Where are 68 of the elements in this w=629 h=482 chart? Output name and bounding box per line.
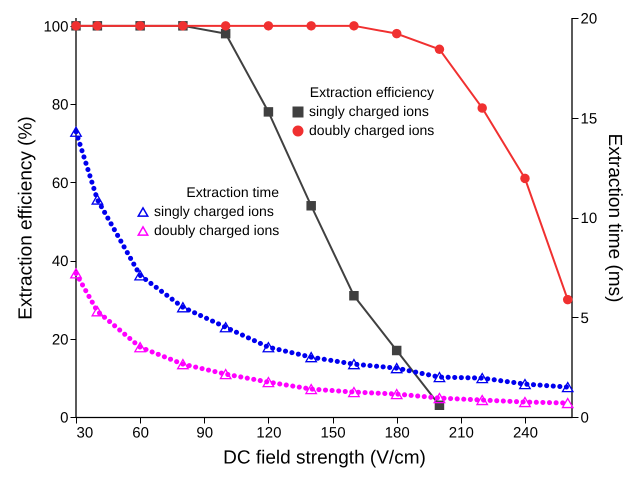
x-tick-label: 210 <box>448 424 474 442</box>
y2-tick-label: 0 <box>580 410 589 426</box>
point <box>390 388 403 400</box>
y-tick-label: 100 <box>43 18 68 36</box>
point <box>306 21 316 31</box>
point <box>348 358 360 370</box>
point <box>349 21 359 31</box>
legend-label: singly charged ions <box>154 203 274 219</box>
legend-label: doubly charged ions <box>309 122 434 138</box>
x-tick-label: 180 <box>384 424 410 442</box>
point <box>434 44 444 54</box>
point <box>177 302 189 312</box>
point <box>519 396 531 408</box>
x-tick-label: 90 <box>196 424 214 442</box>
x-tick-label: 240 <box>512 424 538 442</box>
point <box>262 376 274 388</box>
point <box>220 368 232 380</box>
x-tick-label: 120 <box>256 424 282 442</box>
point <box>476 372 488 384</box>
x-axis-title: DC field strength (V/cm) <box>223 448 426 468</box>
point <box>91 194 104 205</box>
point <box>392 28 402 38</box>
point <box>519 378 531 390</box>
point <box>220 21 230 31</box>
point <box>134 342 146 352</box>
y2-tick-label: 20 <box>580 10 598 28</box>
point <box>562 398 574 408</box>
point <box>305 352 318 362</box>
x-tick-label: 30 <box>76 424 94 442</box>
point <box>392 346 402 356</box>
point <box>390 362 403 374</box>
y-tick-label: 40 <box>52 253 68 270</box>
point <box>70 268 82 279</box>
annotation: Extraction efficiency <box>310 84 434 100</box>
point <box>264 107 274 117</box>
point <box>70 126 82 137</box>
point <box>220 28 230 38</box>
point <box>264 21 274 31</box>
y2-axis-title: Extraction time (ms) <box>604 134 626 302</box>
point <box>348 386 360 398</box>
point <box>434 392 446 404</box>
point <box>434 372 446 382</box>
point <box>562 382 574 392</box>
y-tick-label: 0 <box>60 410 68 426</box>
point <box>262 342 274 352</box>
point <box>134 270 146 281</box>
legend-label: doubly charged ions <box>154 222 280 238</box>
point <box>91 306 104 316</box>
point <box>349 290 359 300</box>
x-tick-label: 150 <box>320 424 346 442</box>
point <box>305 384 318 394</box>
annotation: Extraction time <box>186 184 280 200</box>
y2-tick-label: 15 <box>580 110 598 128</box>
y-tick-label: 80 <box>52 96 68 114</box>
point <box>476 394 488 406</box>
point <box>177 358 189 370</box>
point <box>562 294 572 304</box>
x-tick-label: 60 <box>132 424 149 442</box>
point <box>520 174 530 184</box>
y-axis-title: Extraction efficiency (%) <box>15 116 36 320</box>
y-tick-label: 60 <box>52 174 68 192</box>
y-tick-label: 20 <box>52 331 68 348</box>
legend-label: singly charged ions <box>309 103 429 119</box>
point <box>306 201 316 211</box>
point <box>477 103 487 113</box>
y2-tick-label: 10 <box>580 210 598 227</box>
point <box>220 322 232 332</box>
y2-tick-label: 5 <box>580 310 589 327</box>
